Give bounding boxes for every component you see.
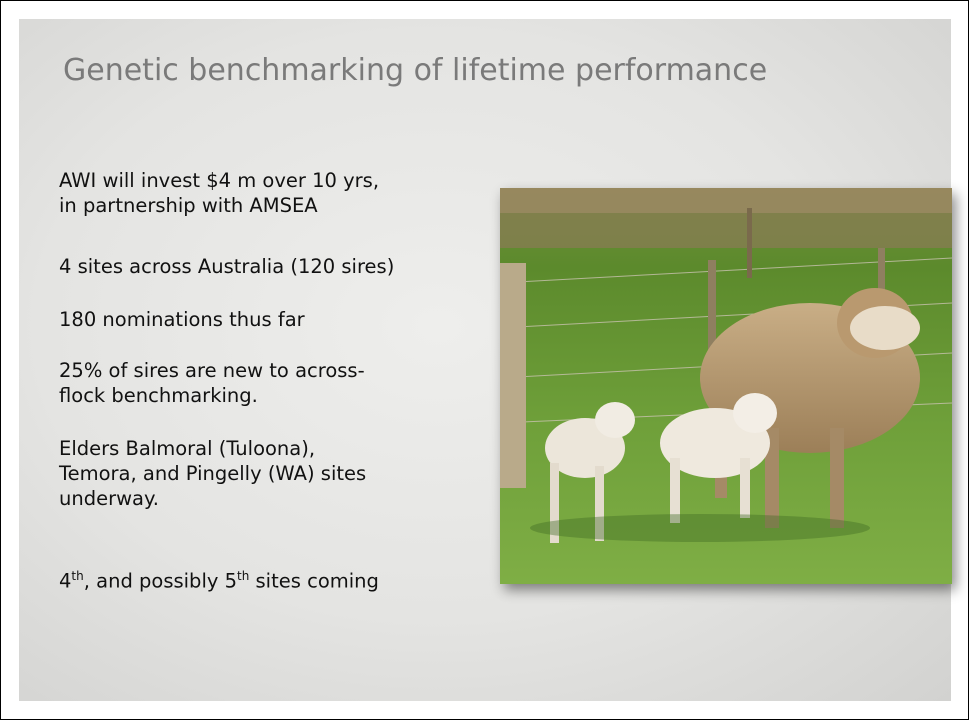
text-line: underway. — [59, 486, 366, 511]
text: sites coming — [249, 570, 379, 593]
text-line: Elders Balmoral (Tuloona), — [59, 436, 366, 461]
text-line: flock benchmarking. — [59, 383, 365, 408]
text: , and possibly 5 — [84, 570, 237, 593]
sheep-photo — [500, 188, 952, 584]
paragraph: AWI will invest $4 m over 10 yrs, in par… — [59, 168, 379, 218]
text: 4 — [59, 570, 71, 593]
paragraph: Elders Balmoral (Tuloona), Temora, and P… — [59, 436, 366, 511]
superscript: th — [237, 569, 249, 583]
text-line: 4 sites across Australia (120 sires) — [59, 254, 394, 279]
text-line: AWI will invest $4 m over 10 yrs, — [59, 168, 379, 193]
text-line: 180 nominations thus far — [59, 307, 305, 332]
text-line: 25% of sires are new to across- — [59, 358, 365, 383]
paragraph: 180 nominations thus far — [59, 307, 305, 332]
text-line: Temora, and Pingelly (WA) sites — [59, 461, 366, 486]
paragraph: 4th, and possibly 5th sites coming — [59, 564, 379, 594]
superscript: th — [71, 569, 83, 583]
slide-title: Genetic benchmarking of lifetime perform… — [63, 53, 767, 88]
paragraph: 25% of sires are new to across- flock be… — [59, 358, 365, 408]
page: Genetic benchmarking of lifetime perform… — [0, 0, 969, 720]
text-line: in partnership with AMSEA — [59, 193, 379, 218]
paragraph: 4 sites across Australia (120 sires) — [59, 254, 394, 279]
